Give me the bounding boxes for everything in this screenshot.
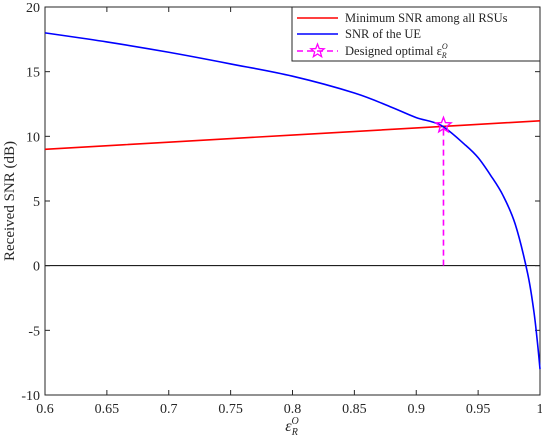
legend-label-ue-snr: SNR of the UE [345,27,421,41]
y-tick-label: -5 [28,324,40,339]
legend-label-optimal-sup: O [442,42,448,51]
legend-label-min-snr: Minimum SNR among all RSUs [345,11,508,25]
series-min-snr-line [44,120,541,151]
x-axis-label: εO R [285,416,299,438]
x-tick-label: 0.6 [36,402,54,417]
x-axis-ticks: 0.6 0.65 0.7 0.75 0.8 0.85 0.9 0.95 1 [36,7,542,417]
x-tick-label: 0.75 [218,402,243,417]
x-axis-label-symbol: ε [285,418,292,435]
x-tick-label: 0.85 [342,402,367,417]
x-tick-label: 0.95 [466,402,491,417]
legend-star-marker-icon [309,42,326,59]
y-tick-label: 15 [26,66,40,81]
x-tick-label: 1 [537,402,542,417]
y-tick-label: 20 [26,1,40,16]
x-tick-label: 0.65 [95,402,120,417]
series-ue-snr-line [44,32,541,370]
y-tick-label: -10 [21,389,40,404]
marker-layer [433,115,453,266]
y-axis-ticks: -10 -5 0 5 10 15 20 [21,1,540,404]
optimal-star-marker [433,115,453,134]
x-axis-label-sup: O [292,416,299,427]
legend-label-optimal-sub: R [441,51,447,60]
legend-label-optimal-text: Designed optimal ε [345,44,442,58]
legend-label-optimal: Designed optimal εO R [345,42,448,60]
x-tick-label: 0.8 [284,402,302,417]
x-tick-label: 0.7 [160,402,178,417]
plot-frame [44,6,541,396]
y-axis-label: Received SNR (dB) [2,141,18,261]
series-layer [44,32,541,370]
y-tick-label: 10 [26,130,40,145]
plot-area: 0.6 0.65 0.7 0.75 0.8 0.85 0.9 0.95 1 -10 -5 0 5 10 1… [21,1,542,417]
legend: Minimum SNR among all RSUs SNR of the UE… [291,6,541,62]
x-tick-label: 0.9 [408,402,426,417]
x-axis-label-sub: R [291,427,298,438]
y-tick-label: 0 [33,260,40,275]
y-tick-label: 5 [33,195,40,210]
